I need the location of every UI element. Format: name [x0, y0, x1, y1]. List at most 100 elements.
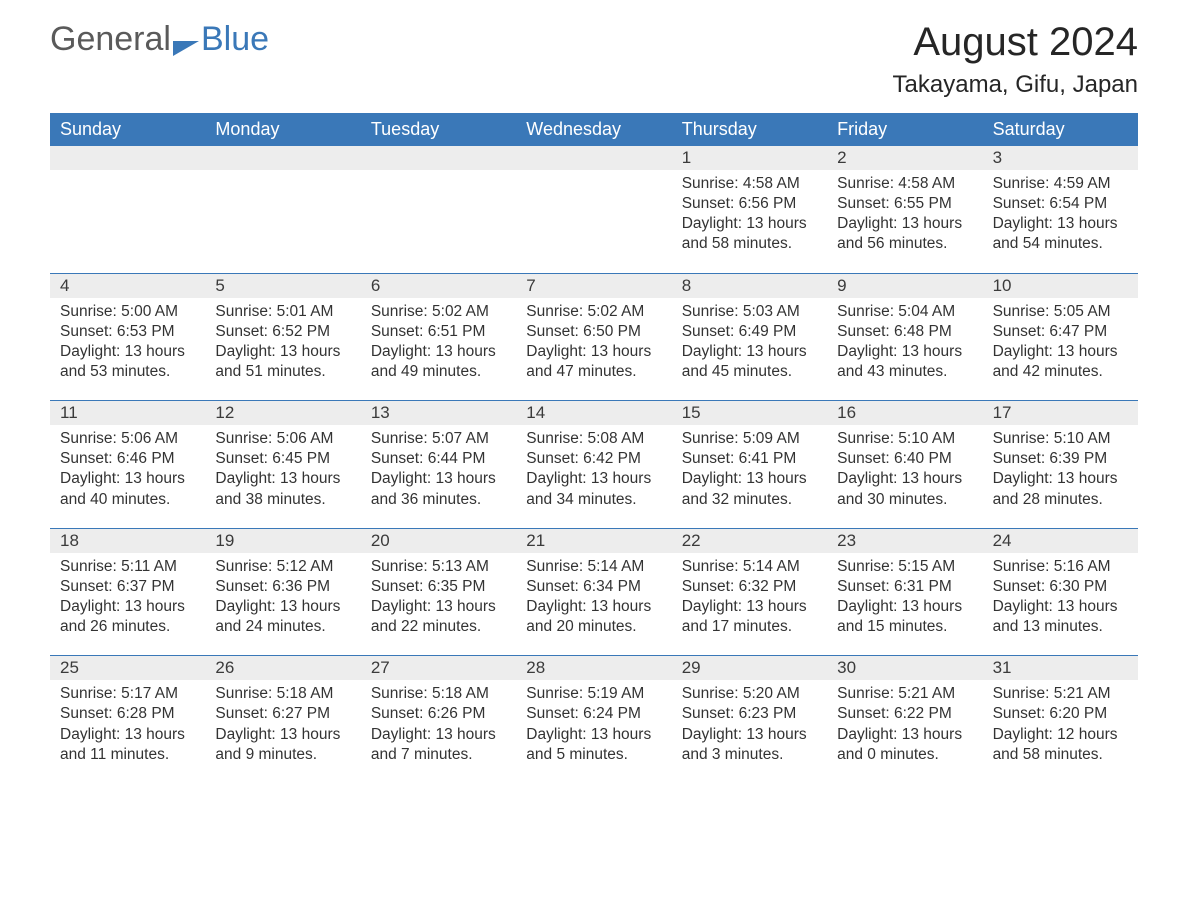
day-cell: [50, 146, 205, 273]
daylight2-text: and 17 minutes.: [682, 617, 817, 637]
daylight1-text: Daylight: 13 hours: [993, 597, 1128, 617]
sunset-text: Sunset: 6:32 PM: [682, 577, 817, 597]
day-cell: 31Sunrise: 5:21 AMSunset: 6:20 PMDayligh…: [983, 656, 1138, 783]
daylight2-text: and 58 minutes.: [993, 745, 1128, 765]
day-number: 16: [827, 401, 982, 425]
daylight1-text: Daylight: 12 hours: [993, 725, 1128, 745]
day-number: 31: [983, 656, 1138, 680]
day-number: 5: [205, 274, 360, 298]
weeks-container: 1Sunrise: 4:58 AMSunset: 6:56 PMDaylight…: [50, 146, 1138, 783]
sunrise-text: Sunrise: 5:18 AM: [371, 684, 506, 704]
week-row: 25Sunrise: 5:17 AMSunset: 6:28 PMDayligh…: [50, 655, 1138, 783]
day-content: Sunrise: 5:17 AMSunset: 6:28 PMDaylight:…: [50, 680, 205, 765]
day-cell: 25Sunrise: 5:17 AMSunset: 6:28 PMDayligh…: [50, 656, 205, 783]
sunset-text: Sunset: 6:23 PM: [682, 704, 817, 724]
day-content: Sunrise: 4:58 AMSunset: 6:55 PMDaylight:…: [827, 170, 982, 255]
sunset-text: Sunset: 6:39 PM: [993, 449, 1128, 469]
day-number: 13: [361, 401, 516, 425]
sunrise-text: Sunrise: 5:12 AM: [215, 557, 350, 577]
day-content: Sunrise: 5:01 AMSunset: 6:52 PMDaylight:…: [205, 298, 360, 383]
sunrise-text: Sunrise: 4:58 AM: [837, 174, 972, 194]
week-row: 4Sunrise: 5:00 AMSunset: 6:53 PMDaylight…: [50, 273, 1138, 401]
daylight1-text: Daylight: 13 hours: [682, 469, 817, 489]
day-number: [516, 146, 671, 170]
day-cell: 12Sunrise: 5:06 AMSunset: 6:45 PMDayligh…: [205, 401, 360, 528]
sunrise-text: Sunrise: 5:10 AM: [993, 429, 1128, 449]
day-number: [361, 146, 516, 170]
daylight2-text: and 9 minutes.: [215, 745, 350, 765]
day-cell: 30Sunrise: 5:21 AMSunset: 6:22 PMDayligh…: [827, 656, 982, 783]
sunrise-text: Sunrise: 5:05 AM: [993, 302, 1128, 322]
daylight1-text: Daylight: 13 hours: [682, 725, 817, 745]
daylight1-text: Daylight: 13 hours: [993, 342, 1128, 362]
daylight2-text: and 7 minutes.: [371, 745, 506, 765]
day-content: Sunrise: 4:59 AMSunset: 6:54 PMDaylight:…: [983, 170, 1138, 255]
daylight2-text: and 20 minutes.: [526, 617, 661, 637]
daylight1-text: Daylight: 13 hours: [993, 469, 1128, 489]
day-cell: 21Sunrise: 5:14 AMSunset: 6:34 PMDayligh…: [516, 529, 671, 656]
sunset-text: Sunset: 6:56 PM: [682, 194, 817, 214]
day-cell: 27Sunrise: 5:18 AMSunset: 6:26 PMDayligh…: [361, 656, 516, 783]
week-row: 11Sunrise: 5:06 AMSunset: 6:46 PMDayligh…: [50, 400, 1138, 528]
sunrise-text: Sunrise: 5:21 AM: [837, 684, 972, 704]
sunset-text: Sunset: 6:49 PM: [682, 322, 817, 342]
day-content: Sunrise: 5:10 AMSunset: 6:39 PMDaylight:…: [983, 425, 1138, 510]
daylight2-text: and 42 minutes.: [993, 362, 1128, 382]
sunset-text: Sunset: 6:27 PM: [215, 704, 350, 724]
sunset-text: Sunset: 6:48 PM: [837, 322, 972, 342]
daylight2-text: and 56 minutes.: [837, 234, 972, 254]
daylight1-text: Daylight: 13 hours: [526, 725, 661, 745]
day-number: 23: [827, 529, 982, 553]
daylight1-text: Daylight: 13 hours: [837, 469, 972, 489]
day-content: Sunrise: 5:18 AMSunset: 6:27 PMDaylight:…: [205, 680, 360, 765]
day-number: 30: [827, 656, 982, 680]
daylight2-text: and 54 minutes.: [993, 234, 1128, 254]
daylight2-text: and 34 minutes.: [526, 490, 661, 510]
daylight1-text: Daylight: 13 hours: [60, 597, 195, 617]
day-cell: 13Sunrise: 5:07 AMSunset: 6:44 PMDayligh…: [361, 401, 516, 528]
month-title: August 2024: [893, 20, 1138, 65]
daylight1-text: Daylight: 13 hours: [371, 469, 506, 489]
daylight1-text: Daylight: 13 hours: [526, 469, 661, 489]
day-content: Sunrise: 5:02 AMSunset: 6:50 PMDaylight:…: [516, 298, 671, 383]
daylight1-text: Daylight: 13 hours: [371, 725, 506, 745]
day-content: Sunrise: 4:58 AMSunset: 6:56 PMDaylight:…: [672, 170, 827, 255]
daylight2-text: and 51 minutes.: [215, 362, 350, 382]
day-number: 29: [672, 656, 827, 680]
day-content: Sunrise: 5:07 AMSunset: 6:44 PMDaylight:…: [361, 425, 516, 510]
day-content: Sunrise: 5:11 AMSunset: 6:37 PMDaylight:…: [50, 553, 205, 638]
day-content: Sunrise: 5:06 AMSunset: 6:45 PMDaylight:…: [205, 425, 360, 510]
day-content: Sunrise: 5:20 AMSunset: 6:23 PMDaylight:…: [672, 680, 827, 765]
daylight1-text: Daylight: 13 hours: [371, 597, 506, 617]
daylight2-text: and 13 minutes.: [993, 617, 1128, 637]
day-cell: 23Sunrise: 5:15 AMSunset: 6:31 PMDayligh…: [827, 529, 982, 656]
day-cell: 7Sunrise: 5:02 AMSunset: 6:50 PMDaylight…: [516, 274, 671, 401]
week-row: 18Sunrise: 5:11 AMSunset: 6:37 PMDayligh…: [50, 528, 1138, 656]
day-cell: 28Sunrise: 5:19 AMSunset: 6:24 PMDayligh…: [516, 656, 671, 783]
daylight2-text: and 49 minutes.: [371, 362, 506, 382]
day-number: 22: [672, 529, 827, 553]
daylight1-text: Daylight: 13 hours: [60, 469, 195, 489]
brand-logo: General Blue: [50, 20, 269, 59]
sunrise-text: Sunrise: 4:58 AM: [682, 174, 817, 194]
title-block: August 2024 Takayama, Gifu, Japan: [893, 20, 1138, 99]
daylight2-text: and 53 minutes.: [60, 362, 195, 382]
day-content: Sunrise: 5:19 AMSunset: 6:24 PMDaylight:…: [516, 680, 671, 765]
day-number: [205, 146, 360, 170]
day-cell: [361, 146, 516, 273]
daylight1-text: Daylight: 13 hours: [682, 597, 817, 617]
day-number: 28: [516, 656, 671, 680]
day-cell: 29Sunrise: 5:20 AMSunset: 6:23 PMDayligh…: [672, 656, 827, 783]
day-number: 8: [672, 274, 827, 298]
day-number: 1: [672, 146, 827, 170]
day-number: 21: [516, 529, 671, 553]
daylight1-text: Daylight: 13 hours: [215, 725, 350, 745]
daylight1-text: Daylight: 13 hours: [215, 597, 350, 617]
weekday-cell: Tuesday: [361, 113, 516, 146]
daylight2-text: and 3 minutes.: [682, 745, 817, 765]
daylight1-text: Daylight: 13 hours: [60, 342, 195, 362]
daylight2-text: and 38 minutes.: [215, 490, 350, 510]
day-cell: 2Sunrise: 4:58 AMSunset: 6:55 PMDaylight…: [827, 146, 982, 273]
sunrise-text: Sunrise: 5:06 AM: [215, 429, 350, 449]
day-cell: 9Sunrise: 5:04 AMSunset: 6:48 PMDaylight…: [827, 274, 982, 401]
